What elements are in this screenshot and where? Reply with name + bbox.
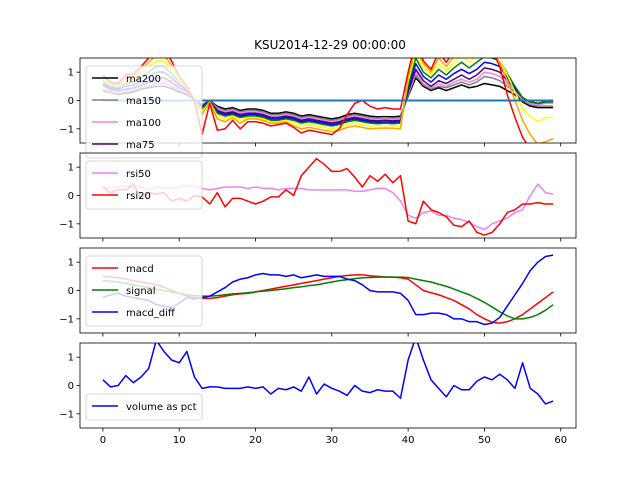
chart-title: KSU2014-12-29 00:00:00: [254, 38, 406, 52]
legend-label-ma100: ma100: [126, 118, 161, 129]
y-tick-label: −1: [59, 219, 74, 230]
x-tick-label: 50: [478, 435, 491, 446]
y-tick-label: −1: [59, 124, 74, 135]
legend-label-signal: signal: [126, 286, 156, 297]
x-tick-label: 10: [173, 435, 186, 446]
legend-label-ma150: ma150: [126, 96, 161, 107]
x-tick-label: 20: [249, 435, 262, 446]
x-tick-label: 30: [325, 435, 338, 446]
legend-label-rsi50: rsi50: [126, 169, 151, 180]
y-tick-label: 0: [68, 96, 74, 107]
y-tick-label: −1: [59, 409, 74, 420]
x-tick-label: 40: [402, 435, 415, 446]
legend: rsi50 rsi20: [85, 160, 203, 210]
legend: ma200 ma150 ma100 ma75: [85, 65, 203, 159]
y-tick-label: 0: [68, 381, 74, 392]
y-tick-label: 1: [68, 353, 74, 364]
legend-label-volume-as-pct: volume as pct: [126, 402, 197, 413]
y-tick-label: 1: [68, 68, 74, 79]
panel-1: −1 0 1 ma200 ma150 ma100 ma75: [59, 57, 577, 159]
legend-box: [85, 65, 203, 159]
panel-4-series: [102, 343, 554, 405]
volume-as-pct-line: [102, 343, 554, 405]
x-tick-label: 60: [554, 435, 567, 446]
y-tick-label: 1: [68, 163, 74, 174]
legend-label-macd-diff: macd_diff: [126, 308, 176, 319]
panel-2: −1 0 1 rsi50 rsi20: [59, 152, 577, 242]
legend-label-macd: macd: [126, 264, 154, 275]
legend: macd signal macd_diff: [85, 255, 203, 327]
legend: volume as pct: [85, 393, 203, 421]
y-tick-label: −1: [59, 314, 74, 325]
legend-box: [85, 255, 203, 327]
legend-box: [85, 393, 203, 421]
x-tick-label: 0: [100, 435, 106, 446]
legend-label-rsi20: rsi20: [126, 191, 151, 202]
legend-label-ma200: ma200: [126, 74, 161, 85]
legend-label-ma75: ma75: [126, 140, 155, 151]
y-tick-label: 0: [68, 191, 74, 202]
y-tick-label: 0: [68, 286, 74, 297]
panel-3: −1 0 1 macd signal macd_diff: [59, 247, 577, 337]
y-tick-label: 1: [68, 258, 74, 269]
